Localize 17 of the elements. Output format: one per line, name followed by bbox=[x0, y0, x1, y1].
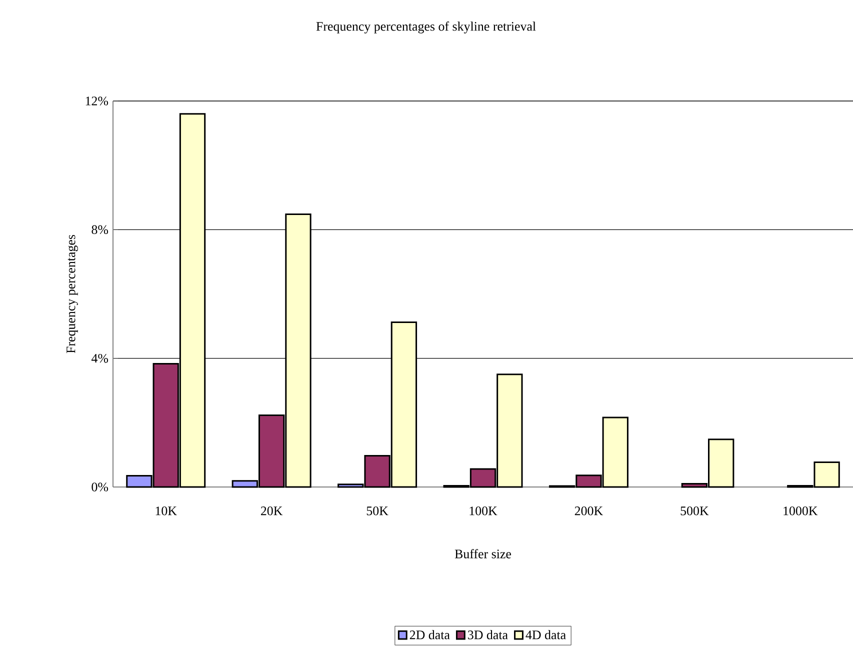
legend-label: 2D data bbox=[410, 630, 450, 640]
x-tick-label: 100K bbox=[470, 506, 498, 516]
y-tick-label: 12% bbox=[86, 96, 108, 106]
x-tick-label: 200K bbox=[574, 506, 603, 516]
x-tick-label: 20K bbox=[260, 506, 283, 516]
y-tick-label: 4% bbox=[91, 354, 108, 363]
x-tick-label: 10K bbox=[156, 506, 177, 516]
x-tick-label: 50K bbox=[366, 506, 388, 516]
legend-label: 3D data bbox=[468, 630, 508, 640]
x-axis-title: Buffer size bbox=[454, 549, 512, 558]
legend-label: 4D data bbox=[526, 630, 566, 640]
x-tick-label: 1000K bbox=[784, 506, 818, 516]
y-tick-label: 8% bbox=[92, 225, 108, 234]
y-axis-title: Frequency percentages bbox=[66, 234, 78, 354]
x-tick-label: 500K bbox=[680, 506, 709, 516]
y-tick-label: 0% bbox=[92, 482, 108, 492]
chart-title: Frequency percentages of skyline retrieval bbox=[316, 22, 536, 34]
